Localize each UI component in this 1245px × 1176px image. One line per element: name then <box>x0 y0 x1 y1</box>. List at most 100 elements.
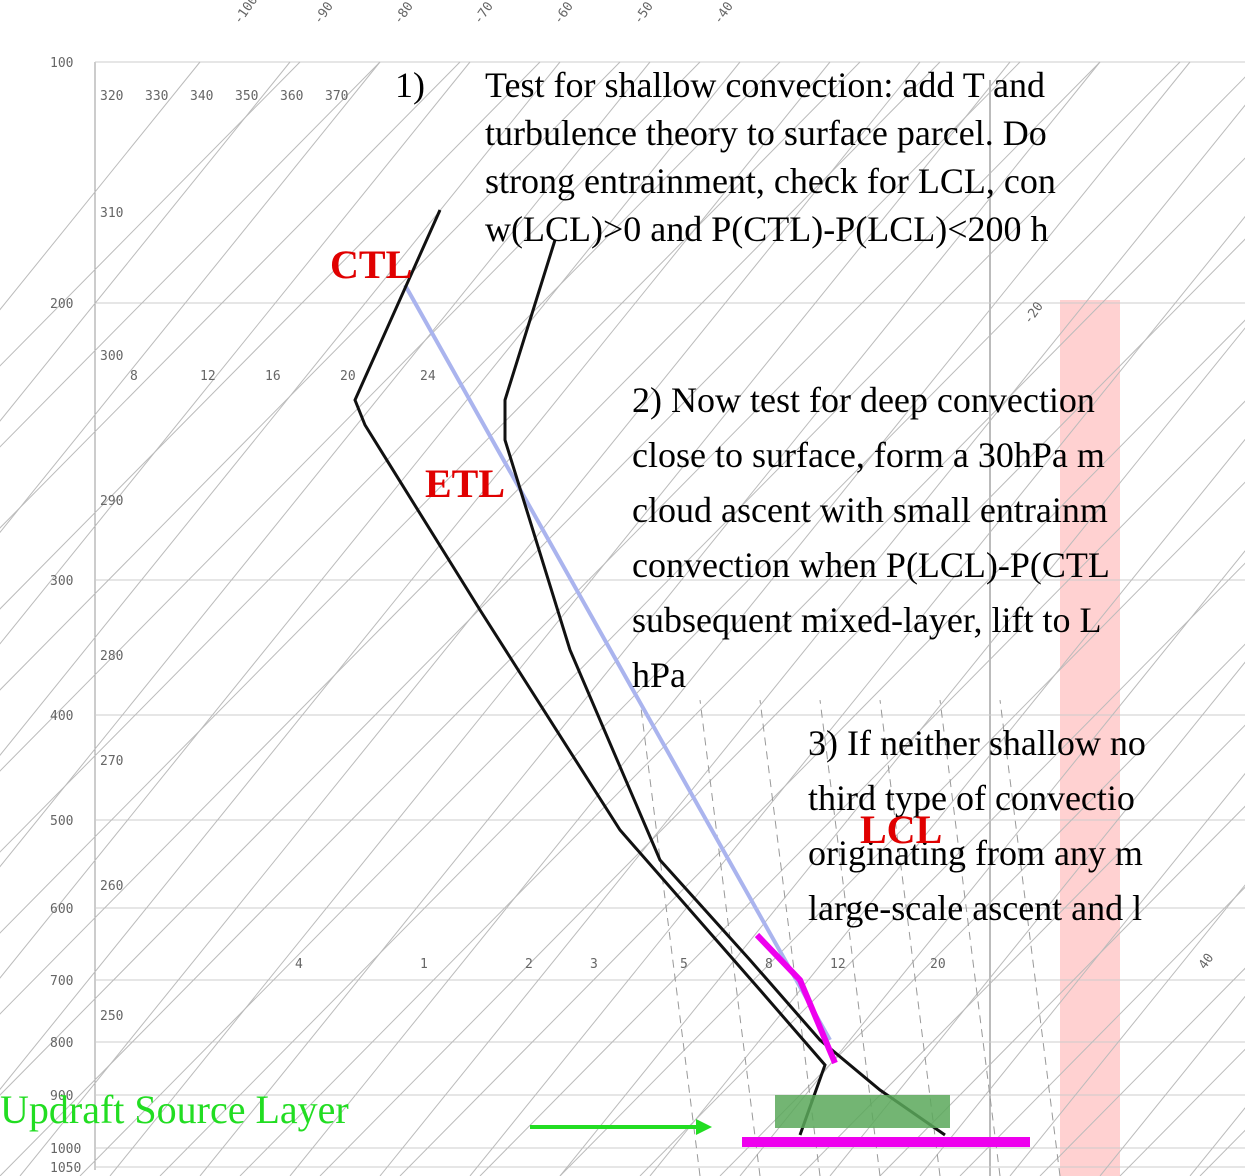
dry-adiabat <box>0 61 561 756</box>
pressure-label: 600 <box>50 902 73 917</box>
dry-adiabat <box>829 661 1245 1176</box>
theta-label: 270 <box>100 754 123 769</box>
lcl-label: LCL <box>860 807 942 852</box>
dry-adiabat <box>0 61 741 979</box>
isotherm <box>479 400 1245 1176</box>
pressure-label: 500 <box>50 814 73 829</box>
pressure-label: 300 <box>50 574 73 589</box>
isotherm <box>0 61 381 448</box>
isotherm <box>159 76 1245 1176</box>
step2-line: subsequent mixed-layer, lift to L <box>632 600 1101 640</box>
step3-line: large-scale ascent and l <box>808 888 1142 928</box>
pressure-label: 1000 <box>50 1142 81 1157</box>
step1-line: Test for shallow convection: add T and <box>485 65 1045 105</box>
dry-adiabat <box>0 61 471 645</box>
mixing-ratio-label: 20 <box>340 369 356 384</box>
dry-adiabat <box>0 61 651 868</box>
moist-adiabat <box>939 699 1001 1176</box>
mixing-ratio-label: 1 <box>420 957 428 972</box>
isotherm <box>79 61 1181 1176</box>
step1-line: strong entrainment, check for LCL, con <box>485 161 1056 201</box>
isotherm <box>319 238 1245 1176</box>
dry-adiabat <box>469 215 1245 1176</box>
isotherm <box>0 61 1101 1176</box>
isotherm <box>0 61 621 691</box>
pressure-label: 200 <box>50 297 73 312</box>
arrow-head <box>696 1119 712 1135</box>
step3-line: third type of convectio <box>808 778 1135 818</box>
theta-label: 290 <box>100 494 123 509</box>
dry-adiabat <box>0 61 831 1091</box>
isotherm <box>1039 967 1245 1176</box>
isotherm <box>0 61 941 1015</box>
dry-adiabat <box>289 61 1191 1176</box>
pressure-label: 900 <box>50 1089 73 1104</box>
dry-adiabat <box>0 61 381 534</box>
pressure-label: 700 <box>50 974 73 989</box>
source-layer <box>775 1095 950 1128</box>
mixing-ratio-label: 2 <box>525 957 533 972</box>
step2-line: close to surface, form a 30hPa m <box>632 435 1105 475</box>
ctl-label: CTL <box>330 242 412 287</box>
theta-label: 350 <box>235 89 258 104</box>
dry-adiabat <box>919 772 1245 1176</box>
mixing-ratio-label: 8 <box>130 369 138 384</box>
theta-label: 370 <box>325 89 348 104</box>
mixing-ratio-label: 8 <box>765 957 773 972</box>
mixing-ratio-label: 3 <box>590 957 598 972</box>
etl-label: ETL <box>425 461 505 506</box>
text-layer: 10020030040050060070080090010001050-100-… <box>0 0 1217 1176</box>
mixing-ratio-label: 24 <box>420 369 436 384</box>
dry-adiabat <box>0 61 201 311</box>
source-layer-label: Updraft Source Layer <box>0 1087 349 1132</box>
theta-label: 330 <box>145 89 168 104</box>
isotherm <box>0 61 861 934</box>
isotherm <box>879 805 1245 1176</box>
mixing-ratio-label: 12 <box>830 957 846 972</box>
dry-adiabat <box>559 327 1245 1176</box>
theta-label: 260 <box>100 879 123 894</box>
theta-label: 320 <box>100 89 123 104</box>
moist-adiabat <box>639 699 701 1176</box>
dry-adiabat <box>379 104 1245 1176</box>
moist-adiabat <box>879 699 941 1176</box>
isotherm <box>0 61 701 772</box>
step3-line: 3) If neither shallow no <box>808 723 1146 763</box>
pressure-label: 1050 <box>50 1161 81 1176</box>
theta-label: 250 <box>100 1009 123 1024</box>
step2-line: hPa <box>632 655 686 695</box>
pressure-label: 100 <box>50 56 73 71</box>
isotherm <box>0 61 541 610</box>
step2-line: convection when P(LCL)-P(CTL <box>632 545 1110 585</box>
theta-label: 310 <box>100 206 123 221</box>
mixing-ratio-label: 12 <box>200 369 216 384</box>
theta-label: 360 <box>280 89 303 104</box>
dry-adiabat <box>739 550 1245 1176</box>
step2-line: 2) Now test for deep convection <box>632 380 1095 420</box>
isotherm <box>0 61 461 529</box>
theta-label: 340 <box>190 89 213 104</box>
theta-label: 300 <box>100 349 123 364</box>
mixing-ratio-label: 16 <box>265 369 281 384</box>
mixing-ratio-label: 5 <box>680 957 688 972</box>
parcel-line <box>403 284 832 1041</box>
step-number: 1) <box>395 65 425 105</box>
temperature-profile <box>353 209 827 1136</box>
isotherm <box>959 886 1245 1176</box>
isotherm <box>0 61 301 367</box>
hatched-strip <box>1060 300 1120 1176</box>
pressure-label: 800 <box>50 1036 73 1051</box>
dewpoint-profile <box>503 239 946 1137</box>
step3-line: originating from any m <box>808 833 1143 873</box>
pressure-label: 400 <box>50 709 73 724</box>
isotherm <box>719 643 1245 1176</box>
step1-line: w(LCL)>0 and P(CTL)-P(LCL)<200 h <box>485 209 1049 249</box>
isotherm <box>399 319 1245 1176</box>
moist-adiabat <box>819 699 881 1176</box>
dry-adiabat <box>0 61 291 422</box>
dry-adiabat <box>19 61 921 1176</box>
dry-adiabat <box>1009 884 1245 1176</box>
isotherm <box>559 481 1245 1176</box>
